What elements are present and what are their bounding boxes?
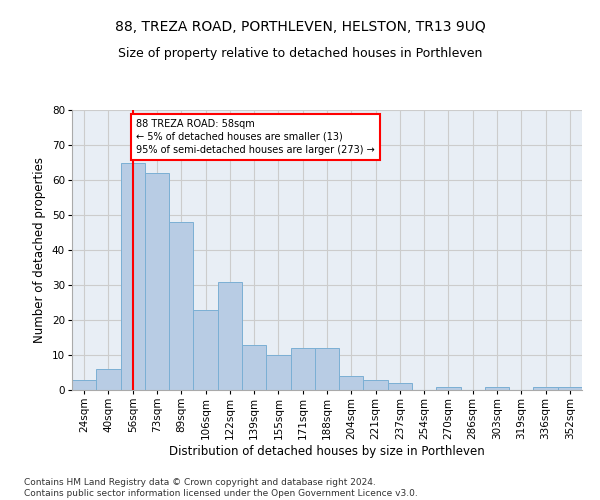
Bar <box>290 348 315 390</box>
Bar <box>169 222 193 390</box>
Text: Size of property relative to detached houses in Porthleven: Size of property relative to detached ho… <box>118 48 482 60</box>
Bar <box>364 380 388 390</box>
Bar <box>485 386 509 390</box>
Bar <box>339 376 364 390</box>
Bar <box>72 380 96 390</box>
Bar <box>193 310 218 390</box>
Bar <box>315 348 339 390</box>
Bar <box>145 173 169 390</box>
Bar <box>558 386 582 390</box>
Y-axis label: Number of detached properties: Number of detached properties <box>34 157 46 343</box>
Text: 88, TREZA ROAD, PORTHLEVEN, HELSTON, TR13 9UQ: 88, TREZA ROAD, PORTHLEVEN, HELSTON, TR1… <box>115 20 485 34</box>
Bar <box>388 383 412 390</box>
Bar <box>266 355 290 390</box>
Bar <box>533 386 558 390</box>
Bar <box>242 344 266 390</box>
Text: 88 TREZA ROAD: 58sqm
← 5% of detached houses are smaller (13)
95% of semi-detach: 88 TREZA ROAD: 58sqm ← 5% of detached ho… <box>136 118 375 155</box>
Text: Contains HM Land Registry data © Crown copyright and database right 2024.
Contai: Contains HM Land Registry data © Crown c… <box>24 478 418 498</box>
X-axis label: Distribution of detached houses by size in Porthleven: Distribution of detached houses by size … <box>169 444 485 458</box>
Bar <box>121 162 145 390</box>
Bar <box>96 369 121 390</box>
Bar <box>436 386 461 390</box>
Bar <box>218 282 242 390</box>
